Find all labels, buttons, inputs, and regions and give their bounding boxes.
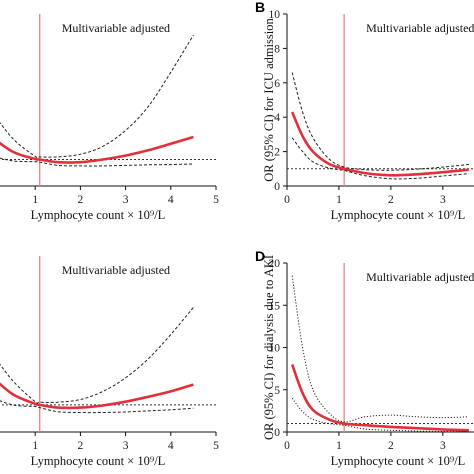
x-axis-label: Lymphocyte count × 10⁹/L (31, 454, 166, 468)
x-tick-label: 0 (284, 440, 290, 452)
series-line-ci-upper (291, 72, 469, 171)
x-tick-label: 1 (336, 440, 342, 452)
x-tick-label: 2 (78, 440, 84, 452)
y-tick-label: 4 (274, 112, 280, 124)
series-line-ci-upper (291, 275, 469, 423)
y-tick-label: 6 (274, 78, 280, 90)
series-line-ci-upper (0, 307, 194, 404)
x-tick-label: 4 (168, 440, 174, 452)
model-annotation: Multivariable adjusted (62, 21, 170, 35)
chart-panel-1: 1 2 3 4 5 Multivariable adjusted Lymphocyte co… (0, 14, 219, 222)
panel-label: D (255, 248, 265, 264)
y-tick-label: 5 (274, 385, 280, 397)
model-annotation: Multivariable adjusted (62, 263, 170, 277)
x-tick-label: 5 (213, 440, 219, 452)
series-line-ci-lower (0, 157, 194, 167)
x-tick-label: 2 (388, 194, 394, 206)
x-tick-label: 5 (213, 194, 219, 206)
y-tick-label: 20 (269, 258, 281, 270)
x-axis-label: Lymphocyte count × 10⁹/L (331, 208, 466, 222)
y-tick-label: 8 (274, 43, 280, 55)
x-tick-label: 1 (32, 440, 38, 452)
y-axis-label: OR (95% CI) for ICU admission (262, 17, 276, 181)
y-tick-label: 2 (274, 147, 280, 159)
x-tick-label: 1 (336, 194, 342, 206)
model-annotation: Multivariable adjusted (366, 270, 474, 284)
series-line-estimate (0, 135, 194, 164)
x-axis-label: Lymphocyte count × 10⁹/L (331, 454, 466, 468)
x-tick-label: 3 (440, 194, 446, 206)
chart-panel-3: 1 2 3 4 5 Multivariable adjusted Lymphocyte co… (0, 256, 219, 468)
x-tick-label: 3 (123, 194, 129, 206)
x-tick-label: 3 (123, 440, 129, 452)
series-line-ci-lower (0, 400, 194, 414)
x-tick-label: 2 (388, 440, 394, 452)
y-tick-label: 10 (269, 343, 281, 355)
series-line-estimate (290, 111, 469, 177)
y-tick-label: 10 (269, 9, 281, 21)
y-tick-label: 15 (269, 300, 281, 312)
x-tick-label: 1 (32, 194, 38, 206)
series-line-estimate (290, 363, 469, 432)
series-line-estimate (0, 382, 194, 410)
x-tick-label: 2 (78, 194, 84, 206)
y-tick-label: 0 (274, 427, 280, 439)
model-annotation: Multivariable adjusted (366, 21, 474, 35)
series-line-ci-upper (0, 34, 194, 159)
x-tick-label: 4 (168, 194, 174, 206)
chart-panel-2: 0 1 2 3 0 2 4 6 8 10 Multivariable adjusted Lymphoc… (255, 0, 474, 222)
y-axis-label: OR (95% CI) for dialysis due to AKI (262, 255, 276, 440)
x-tick-label: 3 (440, 440, 446, 452)
x-tick-label: 0 (284, 194, 290, 206)
x-axis-label: Lymphocyte count × 10⁹/L (31, 208, 166, 222)
series-line-ci-lower (291, 397, 469, 432)
chart-panel-4: 0 1 2 3 0 5 10 15 20 Multivariable adjusted Lympho… (255, 248, 474, 468)
panel-label: B (255, 0, 265, 15)
y-tick-label: 0 (274, 181, 280, 193)
series-line-ci-lower (291, 137, 469, 180)
